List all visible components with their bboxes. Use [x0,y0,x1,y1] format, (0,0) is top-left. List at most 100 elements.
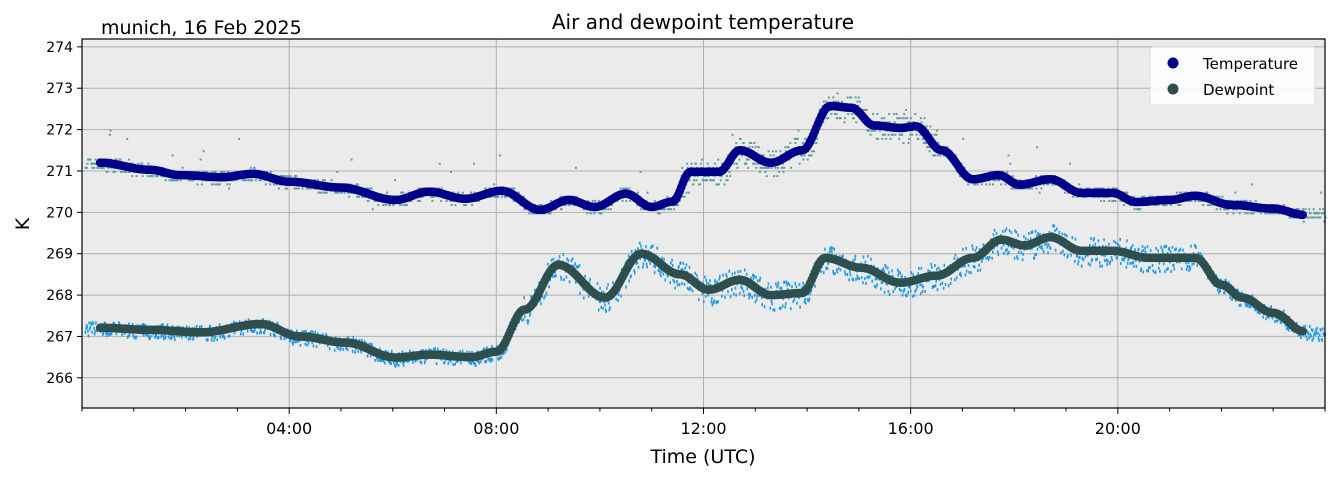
temperature-raw-point [211,183,213,185]
temperature-raw-point [1069,163,1071,165]
dewpoint-raw-point [1099,265,1101,268]
dewpoint-raw-point [650,262,652,265]
dewpoint-raw-point [1104,259,1106,262]
temperature-raw-point [357,183,359,185]
dewpoint-raw-point [909,286,911,289]
dewpoint-raw-point [735,287,737,290]
dewpoint-raw-point [664,278,666,281]
temperature-raw-point [402,204,404,206]
dewpoint-raw-point [914,294,916,297]
dewpoint-raw-point [907,291,909,294]
temperature-raw-point [673,208,675,210]
temperature-raw-point [777,167,779,169]
dewpoint-raw-point [1157,249,1159,252]
dewpoint-raw-point [315,331,317,334]
temperature-raw-point [513,188,515,190]
temperature-raw-point [165,179,167,181]
dewpoint-raw-point [88,321,90,324]
temperature-raw-point [738,159,740,161]
dewpoint-raw-point [682,262,684,265]
dewpoint-raw-point [551,259,553,262]
temperature-raw-point [640,171,642,173]
temperature-raw-point [337,192,339,194]
dewpoint-raw-point [782,305,784,308]
dewpoint-raw-point [1058,231,1060,234]
dewpoint-raw-point [740,270,742,273]
dewpoint-raw-point [111,332,113,335]
dewpoint-raw-point [308,342,310,345]
dewpoint-raw-point [655,265,657,268]
temperature-raw-point [875,130,877,132]
temperature-raw-point [774,167,776,169]
dewpoint-raw-point [710,300,712,303]
dewpoint-raw-point [827,267,829,270]
temperature-raw-point [389,204,391,206]
dewpoint-raw-point [789,283,791,286]
dewpoint-raw-point [916,288,918,291]
dewpoint-raw-point [1108,243,1110,246]
dewpoint-raw-point [129,333,131,336]
temperature-raw-point [925,125,927,127]
temperature-raw-point [594,200,596,202]
temperature-raw-point [356,196,358,198]
temperature-raw-point [1234,192,1236,194]
temperature-raw-point [755,146,757,148]
dewpoint-raw-point [1143,249,1145,252]
dewpoint-raw-point [975,249,977,252]
temperature-raw-point [1251,183,1253,185]
temperature-raw-point [688,192,690,194]
temperature-raw-point [624,188,626,190]
temperature-raw-point [907,142,909,144]
temperature-raw-point [370,188,372,190]
dewpoint-raw-point [609,306,611,309]
temperature-raw-point [1255,200,1257,202]
temperature-raw-point [610,208,612,210]
dewpoint-raw-point [669,281,671,284]
temperature-raw-point [245,179,247,181]
temperature-raw-point [976,183,978,185]
dewpoint-raw-point [1229,296,1231,299]
dewpoint-raw-point [1149,266,1151,269]
dewpoint-raw-point [744,268,746,271]
dewpoint-raw-point [412,361,414,364]
dewpoint-raw-point [1322,327,1324,330]
dewpoint-raw-point [1134,248,1136,251]
temperature-raw-point [884,134,886,136]
temperature-raw-point [740,138,742,140]
dewpoint-raw-point [880,287,882,290]
dewpoint-raw-point [352,350,354,353]
temperature-raw-point [1009,163,1011,165]
dewpoint-raw-point [733,292,735,295]
dewpoint-raw-point [970,271,972,274]
temperature-raw-point [902,142,904,144]
dewpoint-raw-point [943,287,945,290]
dewpoint-raw-point [1181,267,1183,270]
dewpoint-raw-point [643,262,645,265]
temperature-raw-point [754,163,756,165]
dewpoint-raw-point [751,296,753,299]
temperature-raw-point [899,117,901,119]
dewpoint-raw-point [1142,270,1144,273]
temperature-raw-point [1123,204,1125,206]
dewpoint-raw-point [847,273,849,276]
dewpoint-raw-point [436,362,438,365]
temperature-raw-point [598,200,600,202]
temperature-raw-point [962,138,964,140]
dewpoint-raw-point [240,332,242,335]
dewpoint-raw-point [1022,253,1024,256]
dewpoint-raw-point [247,330,249,333]
dewpoint-raw-point [1062,250,1064,253]
dewpoint-raw-point [1141,250,1143,253]
dewpoint-raw-point [548,285,550,288]
dewpoint-raw-point [805,302,807,305]
temperature-raw-point [797,138,799,140]
dewpoint-raw-point [168,335,170,338]
dewpoint-raw-point [259,331,261,334]
temperature-raw-point [284,175,286,177]
dewpoint-raw-point [722,274,724,277]
dewpoint-raw-point [462,350,464,353]
dewpoint-raw-point [942,282,944,285]
temperature-raw-point [1216,208,1218,210]
dewpoint-raw-point [618,293,620,296]
temperature-raw-point [141,163,143,165]
